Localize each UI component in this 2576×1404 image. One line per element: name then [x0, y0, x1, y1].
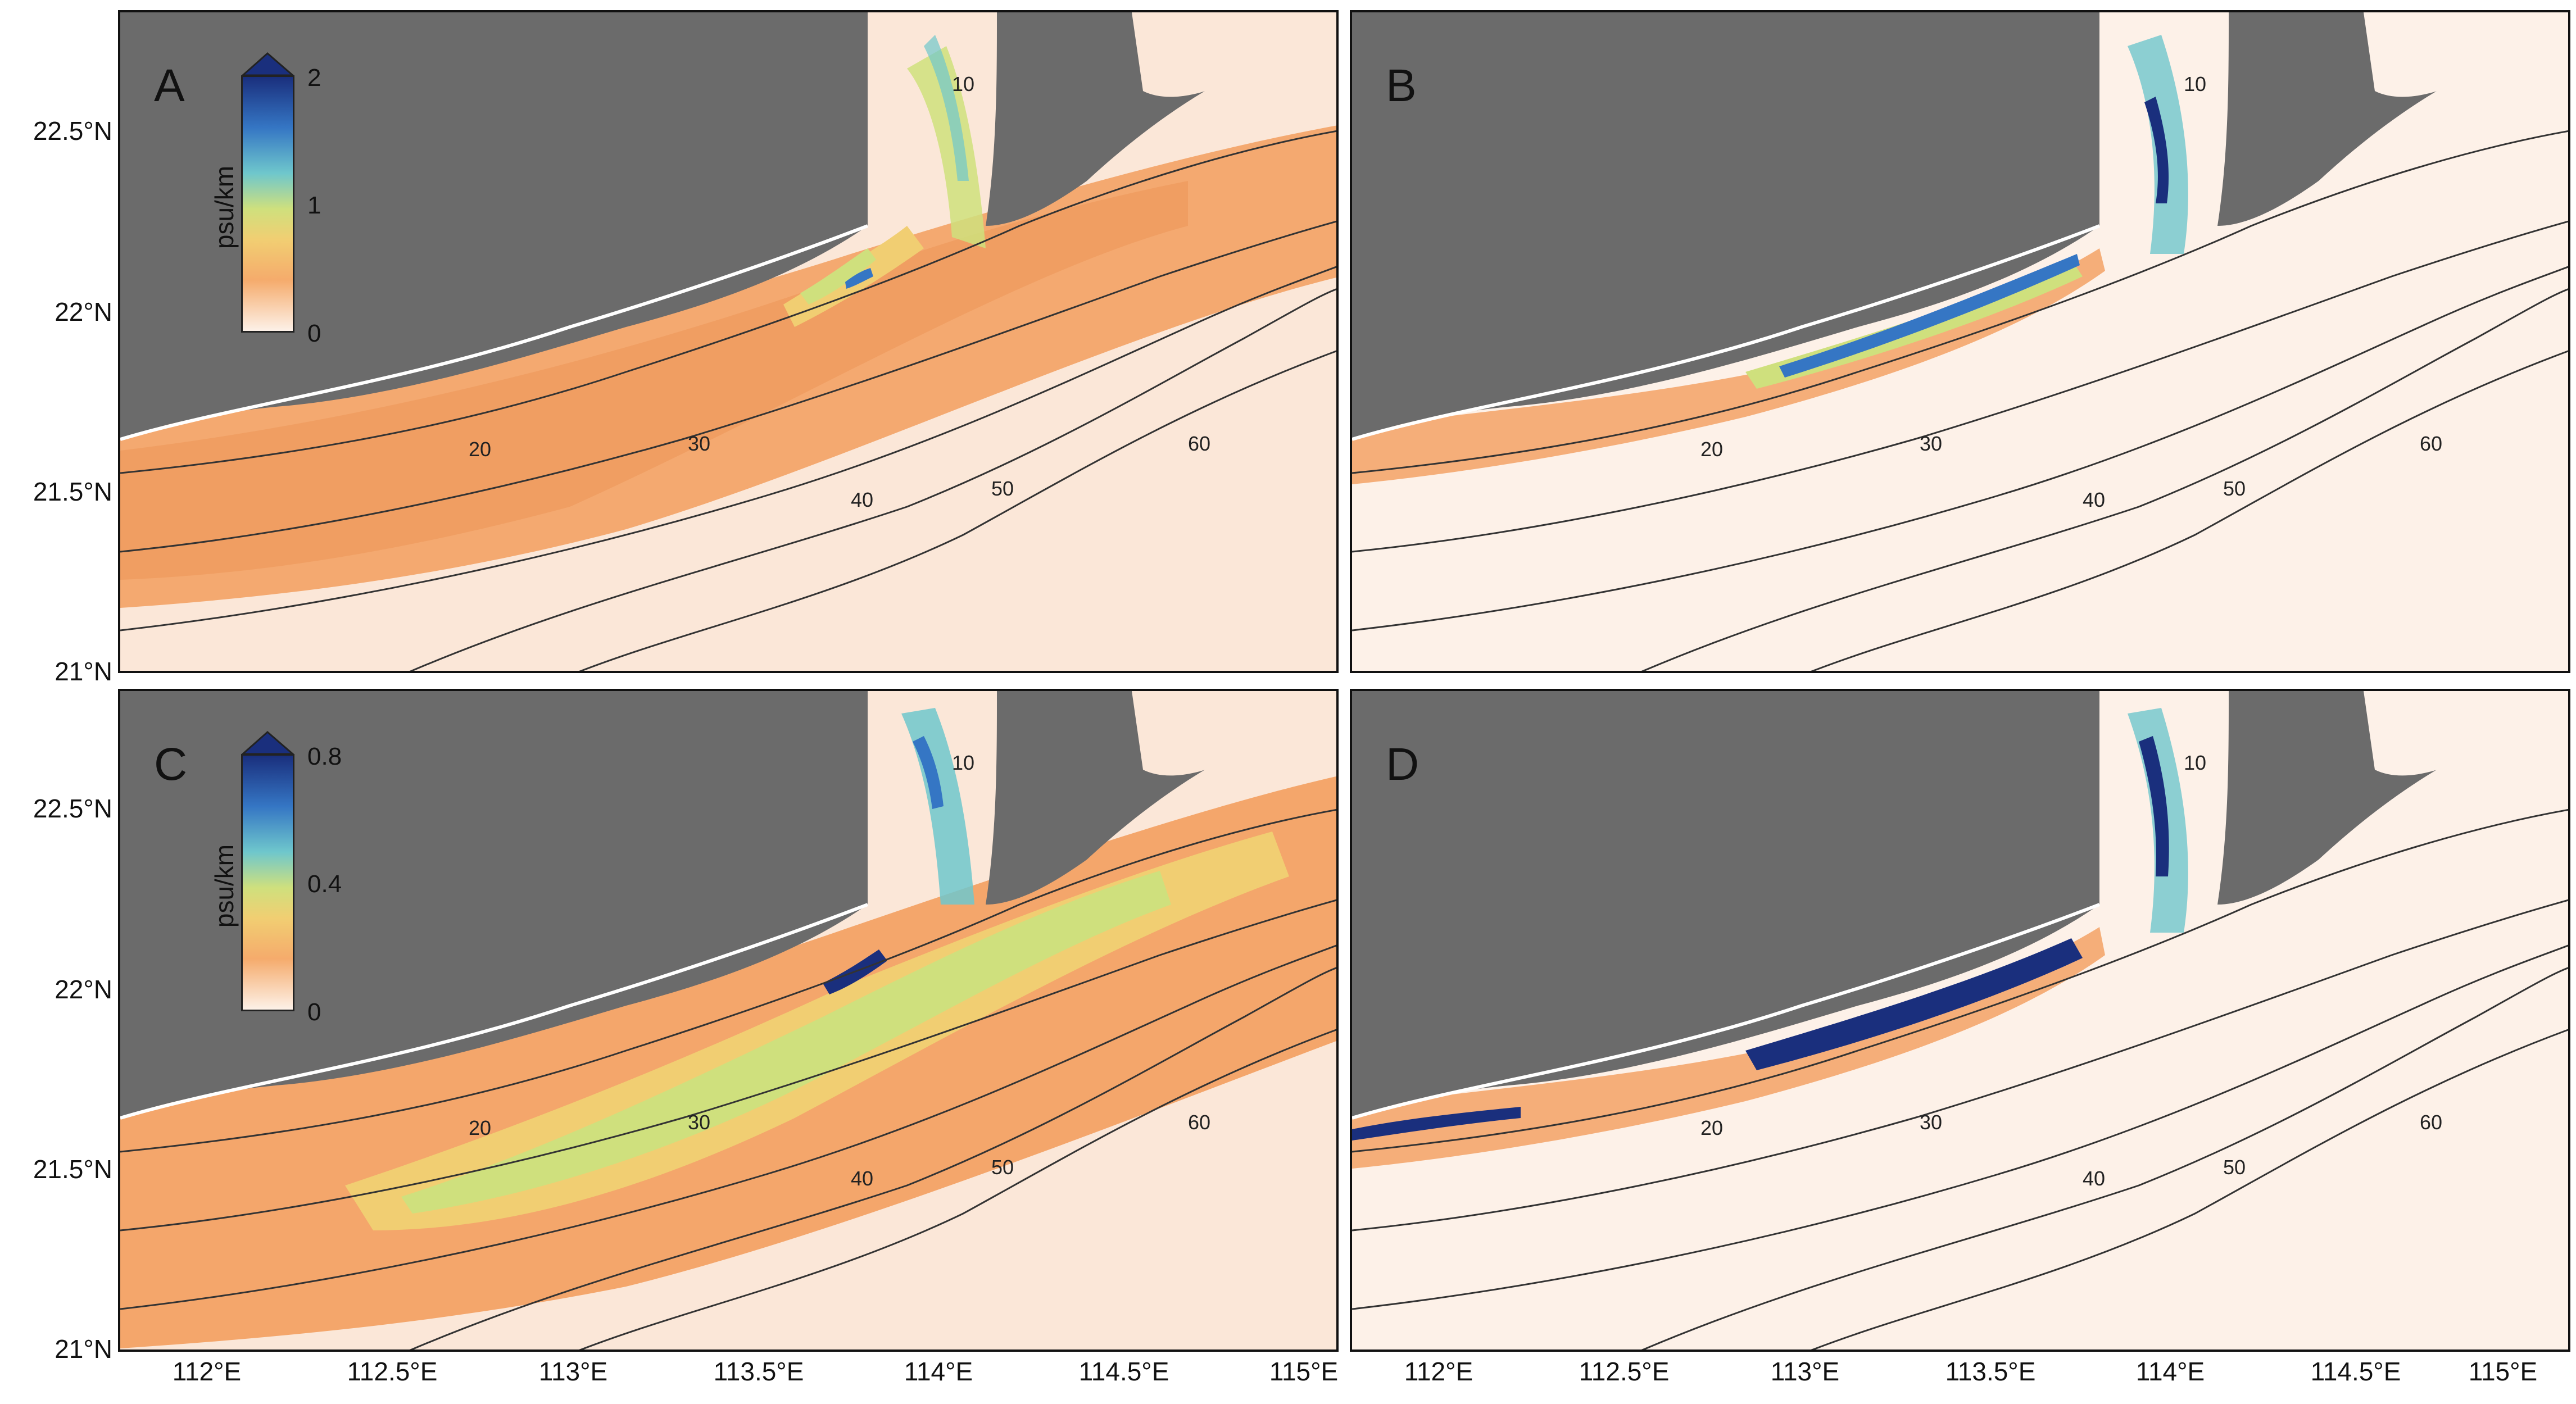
contour-label: 40 [851, 1167, 873, 1190]
y-tick-label: 22.5°N [33, 116, 112, 146]
colorbar-gradient [241, 75, 294, 333]
x-tick-label: 112°E [172, 1357, 242, 1386]
panel-c: 20 30 40 50 60 10 C 0.8 0.4 0 psu/km [118, 689, 1339, 1352]
x-tick-label: 113.5°E [713, 1357, 804, 1386]
panel-letter: A [154, 60, 185, 111]
contour-label: 60 [2420, 1111, 2442, 1134]
contour-label: 20 [469, 438, 491, 461]
y-tick-label: 21.5°N [33, 1155, 112, 1184]
x-tick-label: 112.5°E [1579, 1357, 1670, 1386]
x-tick-label: 113.5°E [1945, 1357, 2036, 1386]
colorbar-tick: 1 [307, 192, 321, 219]
panel-letter: C [154, 739, 188, 790]
salinity-gradient-map-b: 20 30 40 50 60 10 [1352, 12, 2568, 671]
y-tick-label: 22°N [55, 975, 112, 1004]
x-tick-label: 115°E [2468, 1357, 2538, 1386]
contour-label: 30 [1920, 432, 1942, 455]
contour-label: 10 [952, 72, 974, 96]
contour-label: 10 [2184, 751, 2206, 774]
panel-d: 20 30 40 50 60 10 D [1350, 689, 2570, 1352]
contour-label: 20 [1700, 438, 1723, 461]
x-tick-label: 114°E [904, 1357, 973, 1386]
panel-a: 20 30 40 50 60 10 A 2 1 0 psu/km [118, 10, 1339, 673]
x-tick-label: 114.5°E [1078, 1357, 1169, 1386]
contour-label: 40 [2083, 488, 2105, 511]
salinity-gradient-map-c: 20 30 40 50 60 10 [120, 691, 1336, 1350]
colorbar-extend-arrow [241, 52, 294, 76]
contour-label: 10 [2184, 72, 2206, 96]
colorbar: 0.8 0.4 0 psu/km [210, 730, 421, 1026]
x-tick-label: 114°E [2135, 1357, 2205, 1386]
colorbar-tick: 0 [307, 320, 321, 347]
contour-label: 50 [2223, 1156, 2246, 1179]
salinity-gradient-map-a: 20 30 40 50 60 10 [120, 12, 1336, 671]
y-tick-label: 21.5°N [33, 477, 112, 506]
contour-label: 30 [1920, 1111, 1942, 1134]
panel-b: 20 30 40 50 60 10 B [1350, 10, 2570, 673]
contour-label: 60 [1188, 1111, 1210, 1134]
colorbar-tick: 0 [307, 998, 321, 1026]
y-tick-label: 22.5°N [33, 794, 112, 823]
colorbar-gradient [241, 754, 294, 1011]
contour-label: 60 [2420, 432, 2442, 455]
colorbar: 2 1 0 psu/km [210, 52, 410, 347]
colorbar-title: psu/km [210, 844, 239, 928]
x-tick-label: 113°E [538, 1357, 608, 1386]
colorbar-tick: 0.8 [307, 743, 342, 770]
contour-label: 30 [688, 432, 710, 455]
y-tick-label: 22°N [55, 297, 112, 326]
y-tick-label: 21°N [55, 657, 112, 686]
colorbar-title: psu/km [210, 165, 239, 249]
contour-label: 50 [991, 1156, 1014, 1179]
contour-label: 40 [851, 488, 873, 511]
panel-letter: B [1386, 60, 1417, 111]
colorbar-tick: 2 [307, 64, 321, 92]
salinity-gradient-map-d: 20 30 40 50 60 10 [1352, 691, 2568, 1350]
colorbar-extend-arrow [241, 731, 294, 755]
x-tick-label: 115°E [1269, 1357, 1339, 1386]
colorbar-tick: 0.4 [307, 870, 342, 898]
panel-letter: D [1386, 739, 1419, 790]
contour-label: 50 [991, 477, 1014, 500]
contour-label: 30 [688, 1111, 710, 1134]
contour-label: 20 [1700, 1116, 1723, 1139]
contour-label: 20 [469, 1116, 491, 1139]
y-tick-label: 21°N [55, 1334, 112, 1364]
x-tick-label: 112°E [1404, 1357, 1473, 1386]
x-tick-label: 112.5°E [347, 1357, 438, 1386]
contour-label: 60 [1188, 432, 1210, 455]
contour-label: 50 [2223, 477, 2246, 500]
x-tick-label: 113°E [1770, 1357, 1840, 1386]
contour-label: 10 [952, 751, 974, 774]
x-tick-label: 114.5°E [2310, 1357, 2401, 1386]
contour-label: 40 [2083, 1167, 2105, 1190]
